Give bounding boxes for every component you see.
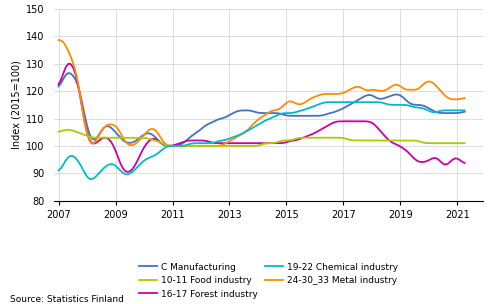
- Text: Source: Statistics Finland: Source: Statistics Finland: [10, 295, 124, 304]
- C Manufacturing: [89, 136, 95, 140]
- 10-11 Food industry: [65, 128, 71, 132]
- 19-22 Chemical industry: [461, 109, 467, 112]
- Line: 24-30_33 Metal industry: 24-30_33 Metal industry: [59, 40, 464, 146]
- 24-30_33 Metal industry: [175, 144, 180, 148]
- 10-11 Food industry: [89, 136, 95, 139]
- 10-11 Food industry: [461, 141, 467, 145]
- 10-11 Food industry: [300, 136, 306, 140]
- 19-22 Chemical industry: [188, 142, 194, 145]
- 24-30_33 Metal industry: [86, 139, 92, 142]
- 16-17 Forest industry: [300, 136, 306, 140]
- C Manufacturing: [277, 112, 282, 115]
- 10-11 Food industry: [176, 144, 182, 148]
- Line: 16-17 Forest industry: 16-17 Forest industry: [59, 64, 464, 172]
- 24-30_33 Metal industry: [274, 108, 280, 112]
- 24-30_33 Metal industry: [461, 96, 467, 100]
- C Manufacturing: [56, 85, 62, 88]
- 16-17 Forest industry: [179, 140, 185, 144]
- 16-17 Forest industry: [56, 82, 62, 86]
- 10-11 Food industry: [179, 144, 185, 148]
- 24-30_33 Metal industry: [298, 102, 304, 106]
- 19-22 Chemical industry: [86, 177, 92, 181]
- Y-axis label: Index (2015=100): Index (2015=100): [12, 60, 22, 149]
- 19-22 Chemical industry: [274, 113, 280, 117]
- 19-22 Chemical industry: [89, 177, 95, 181]
- C Manufacturing: [461, 110, 467, 114]
- C Manufacturing: [179, 142, 185, 145]
- 10-11 Food industry: [243, 144, 249, 148]
- 24-30_33 Metal industry: [56, 38, 62, 42]
- 24-30_33 Metal industry: [176, 144, 182, 148]
- Line: 19-22 Chemical industry: 19-22 Chemical industry: [59, 102, 464, 179]
- 10-11 Food industry: [191, 144, 197, 148]
- 10-11 Food industry: [277, 140, 282, 143]
- Legend: C Manufacturing, 10-11 Food industry, 16-17 Forest industry, 19-22 Chemical indu: C Manufacturing, 10-11 Food industry, 16…: [140, 263, 398, 299]
- C Manufacturing: [170, 144, 176, 148]
- 16-17 Forest industry: [124, 170, 130, 174]
- 24-30_33 Metal industry: [241, 131, 246, 135]
- 10-11 Food industry: [56, 130, 62, 133]
- 16-17 Forest industry: [68, 62, 73, 66]
- C Manufacturing: [65, 71, 71, 75]
- 19-22 Chemical industry: [241, 131, 246, 135]
- 24-30_33 Metal industry: [188, 144, 194, 148]
- C Manufacturing: [191, 133, 197, 136]
- 16-17 Forest industry: [191, 139, 197, 142]
- 16-17 Forest industry: [461, 161, 467, 165]
- 19-22 Chemical industry: [176, 144, 182, 148]
- 16-17 Forest industry: [277, 141, 282, 145]
- 16-17 Forest industry: [89, 141, 95, 145]
- C Manufacturing: [243, 109, 249, 112]
- Line: C Manufacturing: C Manufacturing: [59, 73, 464, 146]
- 19-22 Chemical industry: [333, 100, 339, 104]
- 19-22 Chemical industry: [298, 109, 304, 112]
- C Manufacturing: [300, 114, 306, 118]
- Line: 10-11 Food industry: 10-11 Food industry: [59, 130, 464, 146]
- 19-22 Chemical industry: [56, 169, 62, 172]
- 16-17 Forest industry: [243, 141, 249, 145]
